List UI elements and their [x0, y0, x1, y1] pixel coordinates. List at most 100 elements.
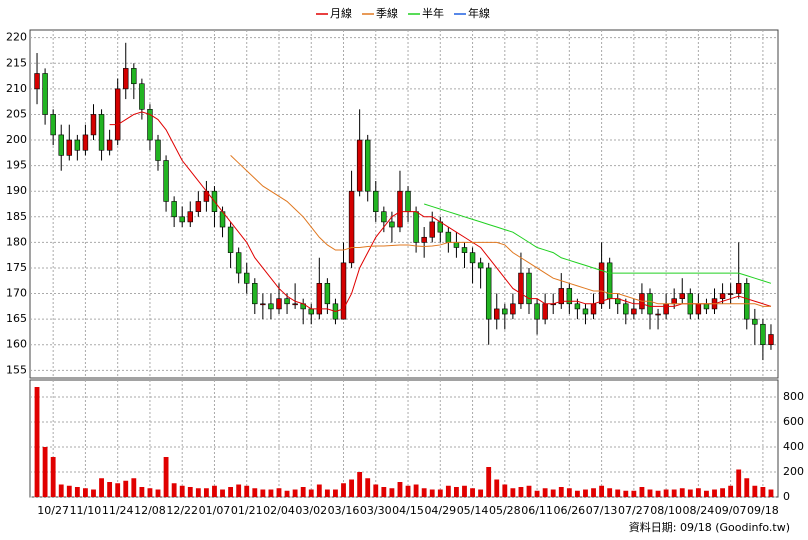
- y-tick-label: 160: [6, 338, 27, 351]
- candle-body: [252, 283, 258, 305]
- volume-bar: [260, 489, 266, 497]
- x-tick-label: 09/07: [715, 504, 747, 517]
- volume-bar: [171, 483, 177, 497]
- y-tick-label: 195: [6, 159, 27, 172]
- volume-bar: [212, 485, 217, 497]
- candle-body: [147, 109, 153, 141]
- candle-body: [58, 134, 64, 156]
- candle-body: [727, 293, 734, 295]
- volume-bar: [236, 484, 242, 497]
- volume-bar: [720, 488, 725, 497]
- candle-body: [485, 267, 492, 320]
- candle-body: [244, 272, 250, 284]
- y-tick-label: 165: [6, 312, 27, 325]
- candle-body: [179, 216, 185, 223]
- volume-bar: [308, 489, 314, 497]
- candle-body: [405, 190, 411, 212]
- volume-bar: [381, 487, 387, 497]
- y2-tick-label: 600: [783, 415, 804, 428]
- volume-bar: [607, 488, 613, 497]
- volume-bar: [429, 489, 435, 497]
- x-tick-label: 10/27: [37, 504, 69, 517]
- candle-body: [477, 262, 484, 269]
- x-tick-label: 07/27: [618, 504, 650, 517]
- volume-bar: [357, 472, 363, 497]
- volume-bar: [615, 489, 621, 497]
- volume-bar: [647, 489, 653, 497]
- volume-bar: [558, 487, 564, 497]
- candle-body: [235, 252, 242, 274]
- candle-body: [364, 139, 371, 192]
- volume-bar: [284, 490, 290, 497]
- volume-bar: [220, 489, 225, 497]
- candle-body: [582, 308, 589, 315]
- volume-bar: [187, 487, 193, 497]
- candle-body: [50, 114, 56, 136]
- volume-bar: [373, 484, 379, 497]
- candle-body: [171, 201, 177, 218]
- candle-body: [558, 288, 564, 305]
- candle-body: [260, 303, 266, 306]
- volume-bar: [42, 447, 48, 497]
- candle-body: [502, 308, 508, 315]
- candle-body: [42, 73, 48, 115]
- candle-body: [340, 262, 347, 320]
- volume-bar: [139, 487, 145, 497]
- candle-body: [34, 73, 40, 90]
- candle-body: [598, 262, 605, 305]
- volume-bar: [591, 488, 596, 497]
- y-tick-label: 155: [6, 363, 27, 376]
- volume-bar: [292, 489, 298, 497]
- candle-body: [526, 272, 532, 305]
- volume-bar: [155, 489, 161, 497]
- volume-bar: [421, 488, 427, 497]
- volume-bar: [131, 478, 137, 497]
- volume-bar: [486, 467, 492, 497]
- candle-body: [494, 308, 500, 320]
- x-tick-label: 09/18: [747, 504, 779, 517]
- x-tick-label: 03/16: [328, 504, 360, 517]
- ma-line: [230, 155, 771, 307]
- volume-bar: [687, 489, 693, 497]
- candle-body: [695, 303, 702, 315]
- ma-line: [109, 111, 772, 312]
- volume-bar: [163, 457, 169, 497]
- volume-bar: [147, 488, 153, 497]
- x-tick-label: 12/08: [134, 504, 166, 517]
- candle-body: [445, 231, 452, 243]
- legend-label: 月線: [330, 6, 352, 20]
- candle-body: [752, 318, 758, 325]
- candle-body: [131, 68, 137, 85]
- candle-body: [421, 236, 427, 243]
- x-tick-label: 11/10: [70, 504, 102, 517]
- volume-bar: [389, 488, 395, 497]
- volume-bar: [679, 488, 685, 497]
- volume-bar: [349, 479, 354, 497]
- volume-bar: [179, 485, 185, 497]
- x-tick-label: 08/10: [650, 504, 682, 517]
- volume-bar: [244, 485, 250, 497]
- candle-body: [187, 211, 193, 223]
- candle-body: [114, 88, 121, 141]
- candle-body: [510, 303, 516, 315]
- candle-body: [534, 303, 540, 320]
- volume-bar: [494, 479, 500, 497]
- volume-bar: [66, 485, 72, 497]
- candle-body: [381, 211, 387, 223]
- volume-bar: [704, 490, 709, 497]
- volume-bar: [470, 488, 475, 497]
- volume-bar: [405, 485, 411, 497]
- y-tick-label: 180: [6, 235, 27, 248]
- x-tick-label: 08/24: [683, 504, 715, 517]
- candle-body: [623, 303, 629, 315]
- volume-bar: [195, 488, 201, 497]
- volume-bar: [663, 489, 669, 497]
- candle-body: [590, 303, 597, 315]
- candle-body: [82, 134, 89, 151]
- volume-bar: [752, 485, 758, 497]
- candle-body: [663, 303, 669, 315]
- ma-line: [424, 203, 772, 284]
- candle-body: [453, 242, 460, 248]
